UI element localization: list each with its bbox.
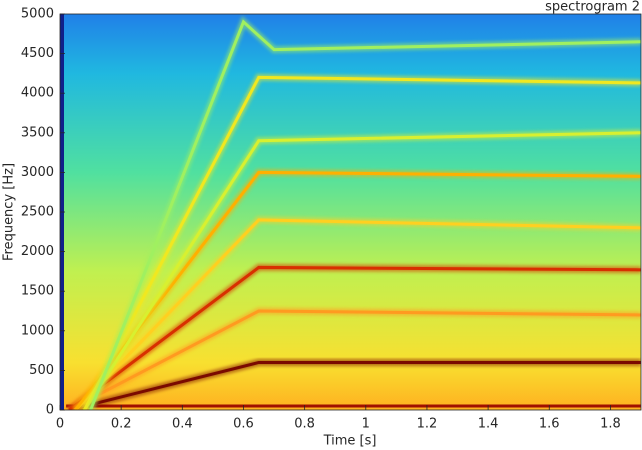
y-tick-label: 2500 bbox=[21, 205, 54, 220]
x-tick-label: 1.4 bbox=[478, 417, 499, 432]
x-tick-label: 0.6 bbox=[233, 417, 254, 432]
x-tick-label: 0.8 bbox=[294, 417, 315, 432]
x-tick-label: 1.2 bbox=[417, 417, 438, 432]
y-tick-label: 2000 bbox=[21, 244, 54, 259]
y-tick-label: 1500 bbox=[21, 284, 54, 299]
y-tick-label: 3500 bbox=[21, 125, 54, 140]
x-tick-label: 0 bbox=[56, 417, 64, 432]
frequency-track bbox=[83, 75, 641, 410]
x-tick-label: 1.6 bbox=[539, 417, 560, 432]
y-axis-label: Frequency [Hz] bbox=[2, 163, 17, 261]
y-tick-label: 4000 bbox=[21, 86, 54, 101]
y-tick-label: 500 bbox=[29, 363, 54, 378]
plot-area bbox=[66, 15, 641, 410]
frequency-track bbox=[68, 265, 641, 410]
x-tick-label: 1 bbox=[362, 417, 370, 432]
frequency-track bbox=[68, 309, 641, 410]
frequency-track bbox=[83, 131, 641, 410]
x-tick-label: 1.8 bbox=[600, 417, 621, 432]
x-axis-label: Time [s] bbox=[323, 434, 377, 449]
frequency-track bbox=[68, 360, 641, 410]
y-tick-label: 1000 bbox=[21, 323, 54, 338]
y-tick-label: 3000 bbox=[21, 165, 54, 180]
chart-title: spectrogram 2 bbox=[545, 0, 640, 15]
axes-box bbox=[59, 13, 642, 411]
frequency-track bbox=[89, 19, 641, 410]
x-tick-label: 0.2 bbox=[111, 417, 132, 432]
x-tick-label: 0.4 bbox=[172, 417, 193, 432]
y-tick-label: 4500 bbox=[21, 46, 54, 61]
y-tick-label: 5000 bbox=[21, 7, 54, 22]
y-tick-label: 0 bbox=[46, 403, 54, 418]
frequency-track bbox=[74, 218, 641, 410]
